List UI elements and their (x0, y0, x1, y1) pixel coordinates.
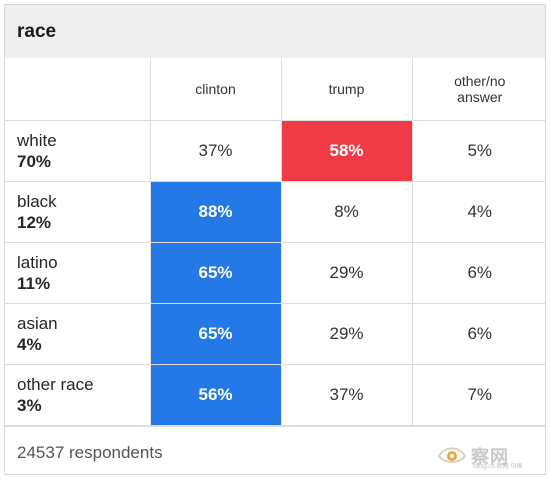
cell-trump-percent: 8% (280, 180, 413, 243)
table-row: latino 11% 65% 29% 6% (5, 241, 545, 304)
table-header-row: clinton trump other/no answer (5, 58, 545, 121)
group-name: black (17, 191, 57, 211)
results-table: clinton trump other/no answer white 70% 37… (5, 58, 545, 426)
group-name: other race (17, 374, 94, 394)
group-share: 3% (17, 395, 42, 415)
footer-divider (5, 426, 545, 427)
column-header-clinton: clinton (149, 58, 282, 121)
header-empty-cell (5, 58, 151, 121)
group-share: 4% (17, 334, 42, 354)
column-header-trump: trump (280, 58, 413, 121)
card-title: race (17, 21, 57, 42)
table-row: asian 4% 65% 29% 6% (5, 302, 545, 365)
card-header: race (5, 5, 545, 58)
group-share: 11% (17, 273, 51, 293)
row-label: black 12% (5, 180, 151, 243)
cell-trump-percent: 29% (280, 241, 413, 304)
cell-clinton-percent: 56% (149, 363, 282, 426)
respondents-count: 24537 respondents (17, 443, 163, 462)
cell-other-percent: 7% (411, 363, 545, 426)
table-row: other race 3% 56% 37% 7% (5, 363, 545, 426)
cell-trump-percent: 58% (280, 120, 413, 182)
row-label: asian 4% (5, 302, 151, 365)
group-share: 12% (17, 212, 52, 232)
column-header-other-label: other/no answer (454, 72, 506, 105)
cell-trump-percent: 37% (280, 363, 413, 426)
eye-logo-icon (437, 447, 467, 463)
row-label: latino 11% (5, 241, 151, 304)
table-row: white 70% 37% 58% 5% (5, 120, 545, 182)
cell-clinton-percent: 65% (149, 302, 282, 365)
group-share: 70% (17, 151, 52, 171)
row-label: white 70% (5, 120, 151, 182)
table-row: black 12% 88% 8% 4% (5, 180, 545, 243)
watermark-text: 察网 (471, 447, 509, 467)
watermark: 察网 cwzg.cn 察网·中国 (437, 442, 537, 470)
group-name: white (17, 130, 57, 150)
cell-clinton-percent: 88% (149, 180, 282, 243)
cell-trump-percent: 29% (280, 302, 413, 365)
group-name: latino (17, 252, 58, 272)
cell-other-percent: 5% (411, 120, 545, 182)
cell-clinton-percent: 65% (149, 241, 282, 304)
cell-clinton-percent: 37% (149, 120, 282, 182)
results-card: race clinton trump other/no answer white… (4, 4, 546, 475)
cell-other-percent: 6% (411, 241, 545, 304)
table-body: white 70% 37% 58% 5% black 12% 88% 8% 4% latino 11%… (5, 120, 545, 426)
row-label: other race 3% (5, 363, 151, 426)
watermark-subtext: cwzg.cn 察网·中国 (473, 464, 523, 470)
cell-other-percent: 6% (411, 302, 545, 365)
cell-other-percent: 4% (411, 180, 545, 243)
column-header-other: other/no answer (411, 58, 545, 121)
group-name: asian (17, 313, 58, 333)
